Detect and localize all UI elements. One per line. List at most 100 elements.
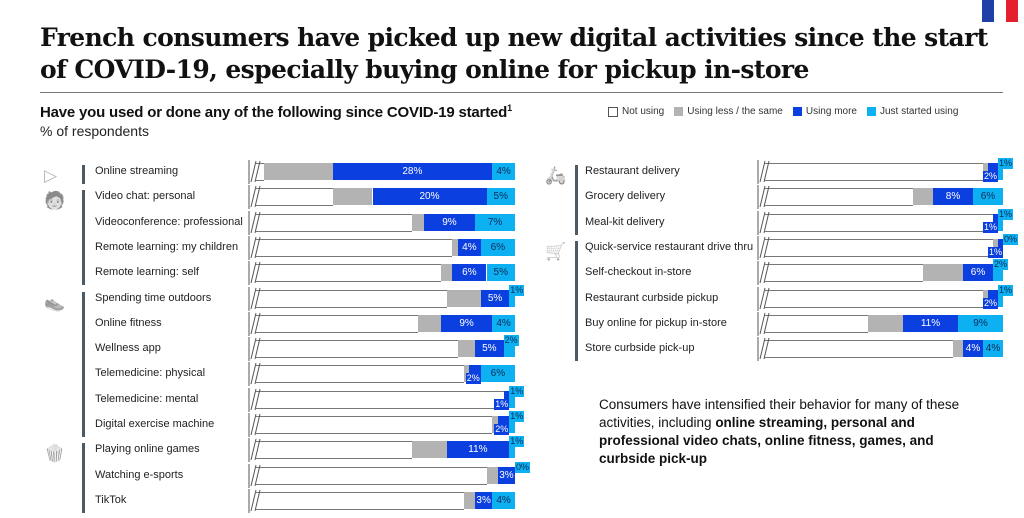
category-label: Remote learning: my children [95,240,239,253]
category-label: Remote learning: self [95,266,199,279]
unit-label: % of respondents [40,123,149,139]
legend-label: Using less / the same [687,106,783,117]
label-just-started: 0% [515,461,531,473]
category-label: Restaurant curbside pickup [585,291,719,304]
category-label: TikTok [95,493,127,506]
label-using-more: 3% [476,494,491,506]
bar-using-more [903,314,958,332]
bar-using-more [933,188,973,206]
category-label: Playing online games [95,443,200,456]
axis-break-mark [248,488,262,518]
bar-using-less [452,238,458,256]
bar-not-using [256,213,413,232]
flag-stripe [994,0,1006,22]
legend-item: Just started using [867,106,958,117]
flag-stripe [982,0,994,22]
label-using-more: 5% [487,292,503,304]
label-just-started: 9% [973,317,988,329]
bar-just-started [480,238,515,256]
axis-break-mark [757,311,771,341]
bar-using-less [868,314,903,332]
category-label: Grocery delivery [585,190,666,203]
bar-using-less [412,213,424,231]
bar-not-using [256,441,413,460]
legend-swatch [867,107,876,116]
bar-using-less [953,340,963,358]
axis-break-mark [248,463,262,493]
label-just-started: 1% [509,411,525,422]
bar-not-using [256,163,265,181]
bar-using-less [458,340,476,358]
bar-using-more [440,314,493,332]
bar-not-using [765,264,923,283]
bar-not-using [765,314,868,333]
axis-break-mark [248,235,262,265]
axis-break-mark [757,160,771,189]
category-label: Online fitness [95,316,162,329]
bar-using-less [913,188,933,206]
category-label: Quick-service restaurant drive thru [585,240,754,253]
legend-item: Not using [608,106,664,117]
group-divider [575,165,578,235]
bar-just-started [509,441,515,459]
category-label: Online streaming [95,165,179,177]
axis-break-mark [248,210,262,240]
category-label: Meal-kit delivery [585,215,665,228]
bar-not-using [765,163,983,181]
video-play-icon: ▷ [44,166,58,185]
bar-using-more [497,466,515,484]
label-just-started: 4% [985,343,1001,355]
legend-swatch [608,106,618,117]
label-using-more: 9% [442,216,457,228]
axis-break-mark [248,311,262,341]
delivery-scooter-icon: 🛵 [545,166,567,185]
bar-just-started [509,416,515,433]
legend-swatch [792,107,802,116]
bar-using-more [372,188,487,206]
bar-not-using [765,188,913,207]
note-bold-text: online streaming, personal and professio… [599,415,934,466]
page-title: French consumers have picked up new digi… [40,23,988,84]
axis-break-mark [757,210,771,240]
bar-using-less [418,314,441,332]
title-divider [40,92,1003,93]
group-divider [575,240,578,362]
axis-break-mark [248,286,262,316]
group-divider [82,291,85,438]
bar-just-started [486,264,515,282]
label-using-more: 6% [970,267,986,279]
label-using-more: 11% [468,444,488,456]
label-using-more: 6% [462,267,477,279]
bar-using-less [264,163,333,180]
bar-using-less [486,466,498,484]
bar-not-using [256,238,453,257]
bar-not-using [256,264,441,283]
bar-just-started [509,289,515,307]
label-just-started: 0% [1003,233,1019,245]
label-using-more: 8% [945,191,961,203]
label-just-started: 4% [496,317,511,329]
label-just-started: 1% [509,385,525,397]
bar-just-started [993,264,1003,282]
label-just-started: 2% [503,335,519,347]
bar-using-less [332,188,373,206]
chart-subtitle: Have you used or done any of the followi… [40,103,512,121]
label-using-more: 9% [459,317,474,329]
flag-stripe [1006,0,1018,22]
shopping-cart-icon: 🛒 [545,241,567,261]
axis-break-mark [248,362,262,391]
category-label: Buy online for pickup in-store [585,316,727,329]
axis-break-mark [757,185,771,214]
axis-break-mark [248,185,262,214]
bar-using-more [475,340,504,358]
label-just-started: 6% [490,241,506,253]
category-label: Wellness app [95,342,161,355]
bar-just-started [509,390,515,408]
axis-break-mark [757,337,771,366]
bar-using-more [332,163,493,180]
bar-just-started [973,188,1003,206]
category-label: Videoconference: professional [95,215,243,228]
legend-label: Not using [622,106,665,117]
category-label: Digital exercise machine [95,418,215,430]
bar-using-more [458,238,481,256]
